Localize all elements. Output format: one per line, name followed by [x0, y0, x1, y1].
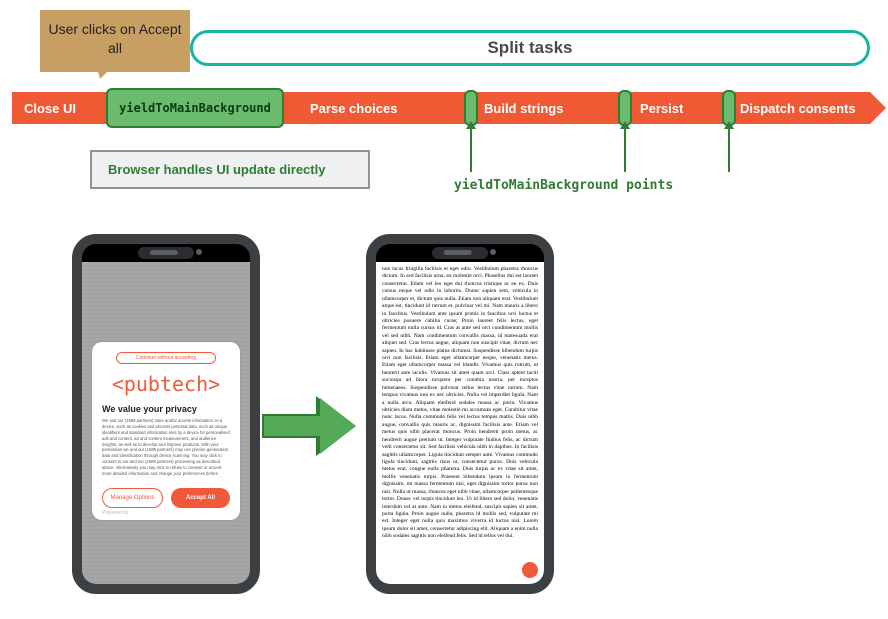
arrow-up-2	[624, 128, 626, 172]
powered-by: Powered by	[102, 510, 128, 516]
accept-all-button[interactable]: Accept All	[171, 488, 230, 508]
manage-options-button[interactable]: Manage Options	[102, 488, 163, 508]
article-text: non lacus fringilla facilisis et eget od…	[376, 262, 544, 584]
arrow-up-3	[728, 128, 730, 172]
consent-card: Continue without accepting <pubtech> We …	[92, 342, 240, 520]
note-browser-handles: Browser handles UI update directly	[90, 150, 370, 189]
phone-speaker	[150, 250, 178, 255]
split-tasks-label: Split tasks	[487, 38, 572, 58]
phone-speaker	[444, 250, 472, 255]
consent-buttons: Manage Options Accept All	[102, 488, 230, 508]
pubtech-logo: <pubtech>	[102, 372, 230, 396]
note-yield-points: yieldToMainBackground points	[454, 178, 673, 193]
callout-text: User clicks on Accept all	[48, 21, 181, 56]
phone-camera	[196, 249, 202, 255]
phone-before: Continue without accepting <pubtech> We …	[72, 234, 260, 594]
phone-screen: non lacus fringilla facilisis et eget od…	[376, 262, 544, 584]
phone-after: non lacus fringilla facilisis et eget od…	[366, 234, 554, 594]
seg-parse-choices: Parse choices	[310, 92, 397, 124]
fab-icon[interactable]	[522, 562, 538, 578]
arrow-up-1	[470, 128, 472, 172]
arrow-shaft	[262, 414, 322, 438]
seg-dispatch: Dispatch consents	[740, 92, 856, 124]
consent-body: We and our (1589 partners) store and/or …	[102, 418, 230, 478]
phone-screen: Continue without accepting <pubtech> We …	[82, 262, 250, 584]
yield-main-block: yieldToMainBackground	[106, 88, 284, 128]
continue-without-pill[interactable]: Continue without accepting	[116, 352, 216, 364]
split-tasks-pill: Split tasks	[190, 30, 870, 66]
seg-close-ui: Close UI	[24, 92, 76, 124]
consent-heading: We value your privacy	[102, 404, 230, 414]
arrow-head-icon	[320, 398, 356, 454]
seg-persist: Persist	[640, 92, 683, 124]
seg-build-strings: Build strings	[484, 92, 563, 124]
transition-arrow	[262, 398, 358, 454]
phone-camera	[490, 249, 496, 255]
